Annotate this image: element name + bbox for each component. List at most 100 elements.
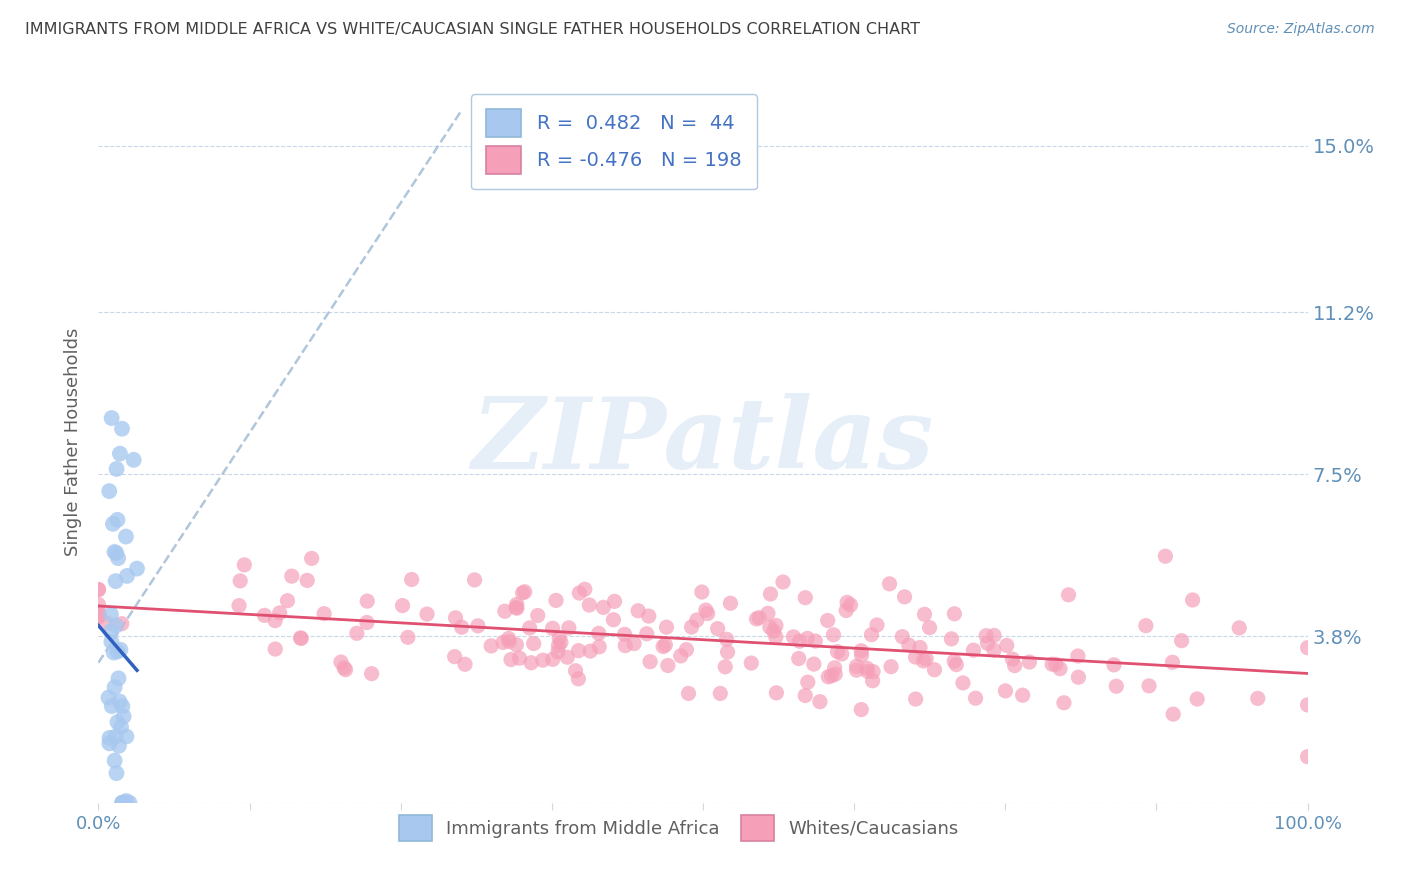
Point bbox=[281, 569, 304, 583]
Point bbox=[762, 624, 785, 639]
Point bbox=[678, 686, 700, 700]
Point bbox=[588, 640, 610, 654]
Point bbox=[104, 680, 127, 694]
Point bbox=[845, 663, 868, 677]
Point bbox=[122, 453, 145, 467]
Point bbox=[276, 593, 298, 607]
Point bbox=[706, 622, 728, 636]
Point bbox=[523, 636, 546, 650]
Point bbox=[295, 574, 318, 588]
Y-axis label: Single Father Households: Single Father Households bbox=[65, 327, 83, 556]
Point bbox=[1296, 698, 1319, 712]
Point bbox=[787, 651, 810, 665]
Point bbox=[519, 621, 541, 635]
Point bbox=[716, 632, 738, 647]
Point bbox=[253, 608, 276, 623]
Point bbox=[893, 590, 915, 604]
Point bbox=[107, 671, 129, 685]
Point bbox=[918, 621, 941, 635]
Point bbox=[603, 594, 626, 608]
Point bbox=[602, 613, 624, 627]
Point bbox=[118, 796, 141, 810]
Point bbox=[356, 594, 378, 608]
Point bbox=[105, 766, 128, 780]
Point bbox=[579, 644, 602, 658]
Point bbox=[115, 569, 138, 583]
Point bbox=[1227, 621, 1250, 635]
Point bbox=[112, 709, 135, 723]
Point bbox=[100, 411, 122, 425]
Point bbox=[100, 699, 122, 714]
Point bbox=[695, 603, 717, 617]
Point bbox=[450, 620, 472, 634]
Point bbox=[346, 626, 368, 640]
Point bbox=[115, 794, 138, 808]
Point bbox=[568, 586, 591, 600]
Point bbox=[891, 630, 914, 644]
Point bbox=[827, 645, 849, 659]
Point bbox=[87, 605, 110, 619]
Point bbox=[290, 632, 312, 646]
Point bbox=[839, 598, 862, 612]
Point bbox=[96, 616, 118, 631]
Point bbox=[983, 628, 1005, 642]
Point bbox=[637, 609, 659, 624]
Point bbox=[696, 607, 718, 621]
Point bbox=[547, 639, 569, 653]
Point bbox=[908, 640, 931, 655]
Point bbox=[574, 582, 596, 597]
Point bbox=[550, 635, 572, 649]
Point bbox=[544, 593, 567, 607]
Point bbox=[945, 657, 967, 672]
Point bbox=[512, 586, 534, 600]
Point bbox=[1067, 648, 1090, 663]
Point bbox=[100, 607, 122, 622]
Text: IMMIGRANTS FROM MIDDLE AFRICA VS WHITE/CAUCASIAN SINGLE FATHER HOUSEHOLDS CORREL: IMMIGRANTS FROM MIDDLE AFRICA VS WHITE/C… bbox=[25, 22, 921, 37]
Point bbox=[100, 624, 122, 639]
Point bbox=[824, 667, 846, 681]
Point bbox=[880, 659, 903, 673]
Point bbox=[856, 665, 879, 679]
Point bbox=[115, 730, 138, 744]
Point bbox=[401, 573, 423, 587]
Point bbox=[107, 644, 129, 658]
Point bbox=[983, 643, 1005, 657]
Point bbox=[835, 603, 858, 617]
Point bbox=[638, 655, 661, 669]
Point bbox=[454, 657, 477, 672]
Point bbox=[941, 632, 963, 646]
Point bbox=[994, 684, 1017, 698]
Point bbox=[709, 686, 731, 700]
Point bbox=[1296, 640, 1319, 655]
Point bbox=[110, 720, 132, 734]
Point bbox=[845, 659, 868, 673]
Point bbox=[111, 796, 134, 810]
Point bbox=[1181, 593, 1204, 607]
Point bbox=[797, 675, 820, 690]
Point bbox=[1040, 657, 1063, 672]
Point bbox=[1049, 662, 1071, 676]
Point bbox=[681, 620, 703, 634]
Point bbox=[269, 606, 291, 620]
Point bbox=[578, 598, 600, 612]
Point bbox=[87, 610, 110, 624]
Point bbox=[264, 642, 287, 657]
Point bbox=[107, 551, 129, 566]
Point bbox=[851, 648, 873, 663]
Point bbox=[111, 616, 134, 631]
Point bbox=[103, 545, 125, 559]
Point bbox=[636, 627, 658, 641]
Point bbox=[107, 513, 129, 527]
Point bbox=[505, 638, 527, 652]
Point bbox=[1105, 679, 1128, 693]
Point bbox=[108, 739, 131, 753]
Point bbox=[1170, 633, 1192, 648]
Point bbox=[904, 692, 927, 706]
Legend: Immigrants from Middle Africa, Whites/Caucasians: Immigrants from Middle Africa, Whites/Ca… bbox=[392, 808, 966, 848]
Point bbox=[464, 573, 486, 587]
Point bbox=[794, 591, 817, 605]
Point bbox=[924, 663, 946, 677]
Point bbox=[1004, 658, 1026, 673]
Point bbox=[860, 628, 883, 642]
Point bbox=[314, 607, 336, 621]
